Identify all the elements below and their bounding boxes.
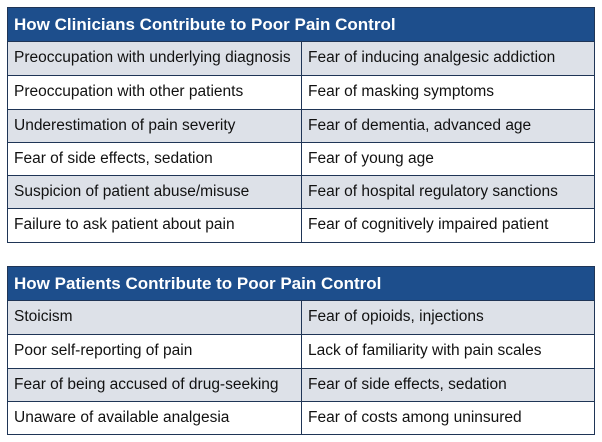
table-row: Fear of side effects, sedation Fear of y… [8, 141, 594, 176]
table-cell: Underestimation of pain severity [8, 109, 302, 142]
table-row: Failure to ask patient about pain Fear o… [8, 208, 594, 242]
table-cell: Fear of costs among uninsured [308, 408, 522, 426]
table-cell: Preoccupation with underlying diagnosis [8, 42, 302, 76]
table-row: Unaware of available analgesia Fear of c… [8, 400, 594, 435]
table-cell: Poor self-reporting of pain [8, 335, 302, 368]
table-cell: Fear of young age [308, 149, 434, 167]
table-cell: Fear of hospital regulatory sanctions [308, 183, 558, 201]
table-cell: Stoicism [8, 301, 302, 335]
table-row: Preoccupation with other patients Fear o… [8, 75, 594, 109]
table-cell: Fear of inducing analgesic addiction [308, 49, 556, 66]
table-row: Poor self-reporting of pain Lack of fami… [8, 334, 594, 368]
clinicians-table: How Clinicians Contribute to Poor Pain C… [7, 7, 595, 243]
table-cell: Unaware of available analgesia [8, 401, 302, 435]
table-row: Stoicism Fear of opioids, injections [8, 301, 594, 335]
table-cell: Lack of familiarity with pain scales [308, 342, 542, 360]
table-row: Underestimation of pain severity Fear of… [8, 108, 594, 142]
table-cell: Fear of masking symptoms [308, 83, 495, 101]
table-cell: Preoccupation with other patients [8, 76, 302, 109]
table-cell: Fear of cognitively impaired patient [308, 216, 549, 234]
table-cell: Fear of side effects, sedation [308, 375, 507, 393]
table-cell: Failure to ask patient about pain [8, 209, 302, 242]
table-cell: Fear of being accused of drug-seeking [8, 368, 302, 401]
patients-table-title: How Patients Contribute to Poor Pain Con… [8, 267, 594, 301]
clinicians-table-title: How Clinicians Contribute to Poor Pain C… [8, 8, 594, 42]
table-row: Fear of being accused of drug-seeking Fe… [8, 367, 594, 401]
table-row: Preoccupation with underlying diagnosis … [8, 42, 594, 76]
table-row: Suspicion of patient abuse/misuse Fear o… [8, 175, 594, 209]
table-cell: Suspicion of patient abuse/misuse [8, 176, 302, 209]
patients-table: How Patients Contribute to Poor Pain Con… [7, 266, 595, 436]
table-cell: Fear of side effects, sedation [8, 142, 302, 176]
table-cell: Fear of opioids, injections [308, 308, 484, 325]
table-cell: Fear of dementia, advanced age [308, 116, 532, 134]
